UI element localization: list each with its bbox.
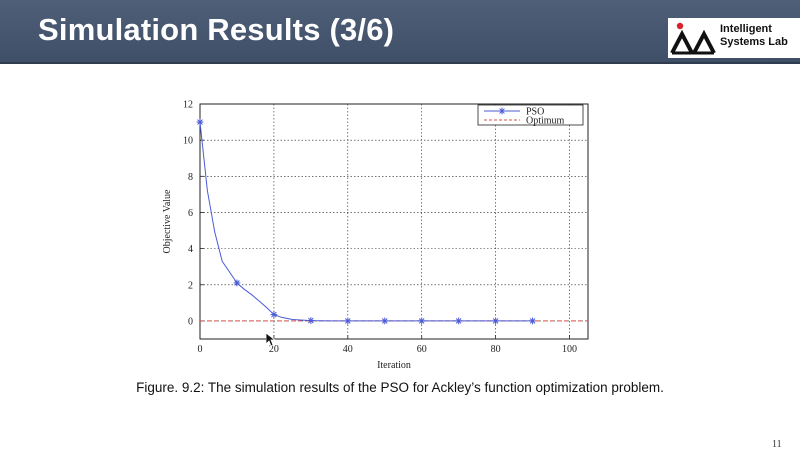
series-pso-marker (196, 118, 204, 126)
series-pso-marker (381, 317, 389, 325)
star-stroke (197, 119, 203, 125)
series-pso-marker (233, 279, 241, 287)
y-tick-label: 2 (188, 280, 193, 291)
y-tick-label: 0 (188, 316, 193, 327)
series-pso-marker (418, 317, 426, 325)
plot-frame (199, 103, 589, 340)
lab-logo-mark-icon (670, 22, 716, 55)
series-pso-marker (270, 311, 278, 318)
x-tick-label: 20 (269, 344, 279, 355)
plot-area (200, 104, 588, 339)
star-stroke (381, 318, 388, 324)
y-tick-label: 8 (188, 172, 193, 183)
star-stroke (271, 311, 277, 318)
star-stroke (529, 318, 536, 324)
x-tick-label: 60 (417, 344, 427, 355)
pso-convergence-chart: 0 20 40 60 80 100 0 2 4 6 8 10 12 Iteration Objective … (160, 95, 610, 375)
x-tick-label: 80 (491, 344, 501, 355)
star-stroke (499, 108, 505, 114)
x-tick-label: 0 (198, 344, 203, 355)
lab-logo-text: Intelligent Systems Lab (720, 23, 800, 49)
legend-pso-marker (498, 107, 506, 115)
legend-optimum-label: Optimum (526, 116, 565, 127)
x-tick-label: 40 (343, 344, 353, 355)
star-stroke (492, 318, 499, 324)
series-pso-marker (492, 317, 500, 325)
series-pso-marker (344, 317, 352, 325)
slide-title-bar: Simulation Results (3/6) Intelligent Sys… (0, 0, 800, 64)
star-stroke (234, 280, 240, 286)
star-stroke (418, 318, 425, 324)
star-stroke (308, 317, 314, 324)
mouse-cursor-icon (266, 333, 276, 347)
series-pso-marker (307, 317, 315, 324)
y-tick-label: 12 (183, 100, 193, 111)
figure-caption: Figure. 9.2: The simulation results of t… (136, 380, 664, 395)
series-pso-marker (455, 317, 463, 325)
star-stroke (455, 318, 462, 324)
chart-svg: 0 20 40 60 80 100 0 2 4 6 8 10 12 Iteration Objective … (162, 100, 589, 371)
y-tick-label: 10 (183, 136, 193, 147)
slide-title: Simulation Results (3/6) (38, 12, 395, 47)
x-tick-label: 100 (562, 344, 577, 355)
x-axis-label: Iteration (377, 360, 411, 371)
legend-pso-label: PSO (526, 107, 544, 118)
lab-logo-line1: Intelligent (720, 23, 772, 35)
lab-logo-line2: Systems Lab (720, 36, 788, 48)
series-pso-marker (529, 317, 536, 325)
page-number: 11 (772, 439, 782, 450)
y-tick-label: 4 (188, 244, 193, 255)
y-tick-label: 6 (188, 208, 193, 219)
y-axis-label: Objective Value (162, 189, 173, 254)
star-stroke (345, 318, 351, 324)
lab-logo: Intelligent Systems Lab (668, 18, 800, 58)
